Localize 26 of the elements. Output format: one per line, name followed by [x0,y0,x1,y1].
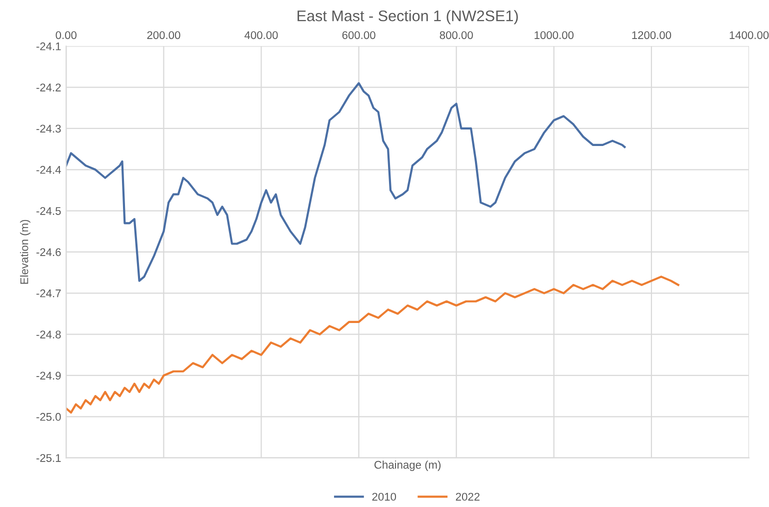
y-tick-label: -24.7 [36,289,61,298]
x-tick-label: 0.00 [56,31,77,40]
x-tick-label: 1000.00 [534,31,574,40]
y-tick-label: -24.3 [36,124,61,133]
chart-title: East Mast - Section 1 (NW2SE1) [298,10,518,24]
y-tick-label: -24.8 [36,330,61,338]
y-tick-label: -24.4 [36,166,61,174]
x-tick-label: 1400.00 [730,31,769,40]
y-tick-label: -25.1 [36,454,61,462]
y-tick-label: -24.6 [36,248,61,256]
y-axis-title: Elevation (m) [20,220,30,284]
y-tick-label: -24.5 [36,207,61,215]
x-tick-label: 1200.00 [632,31,672,40]
x-tick-label: 800.00 [440,31,473,40]
x-tick-label: 600.00 [342,31,376,40]
legend-label: 2022 [456,492,480,501]
y-tick-label: -24.1 [36,42,61,50]
line-series [66,276,680,414]
x-tick-label: 400.00 [244,31,278,40]
y-tick-label: -25.0 [36,412,61,421]
x-axis-title: Chainage (m) [374,460,441,471]
y-tick-label: -24.2 [36,84,61,92]
legend-label: 2010 [372,492,396,501]
line-series [66,82,626,282]
y-tick-label: -24.9 [36,372,61,380]
x-tick-label: 200.00 [147,31,180,40]
